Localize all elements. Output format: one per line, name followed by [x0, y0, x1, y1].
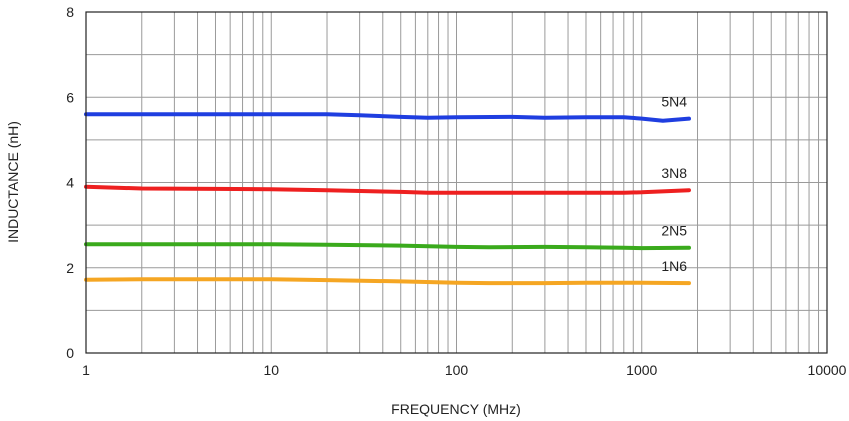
grid [86, 12, 827, 353]
x-tick-label: 100 [445, 362, 469, 378]
y-tick-label: 2 [66, 260, 74, 276]
series-label-5n4: 5N4 [661, 94, 687, 110]
series-label-3n8: 3N8 [661, 165, 687, 181]
series-line-1n6 [84, 277, 691, 286]
x-tick-label: 1 [82, 362, 90, 378]
y-tick-label: 8 [66, 4, 74, 20]
y-tick-label: 6 [66, 89, 74, 105]
series-label-2n5: 2N5 [661, 223, 687, 239]
series-line-3n8 [84, 184, 691, 195]
series-label-1n6: 1N6 [661, 258, 687, 274]
x-tick-label: 10000 [808, 362, 847, 378]
y-tick-label: 0 [66, 345, 74, 361]
x-tick-label: 1000 [626, 362, 657, 378]
series-line-2n5 [84, 242, 691, 251]
plot-frame [85, 11, 828, 354]
x-tick-label: 10 [263, 362, 279, 378]
series-line-5n4 [84, 112, 691, 123]
series-lines [84, 112, 691, 286]
series-labels: 5N4 3N8 2N5 1N6 [661, 94, 687, 275]
y-tick-label: 4 [66, 175, 74, 191]
y-axis-title: INDUCTANCE (nH) [5, 121, 21, 243]
tick-labels: 1 10 100 1000 10000 0 2 4 6 8 [66, 4, 846, 378]
x-axis-title: FREQUENCY (MHz) [391, 401, 521, 417]
